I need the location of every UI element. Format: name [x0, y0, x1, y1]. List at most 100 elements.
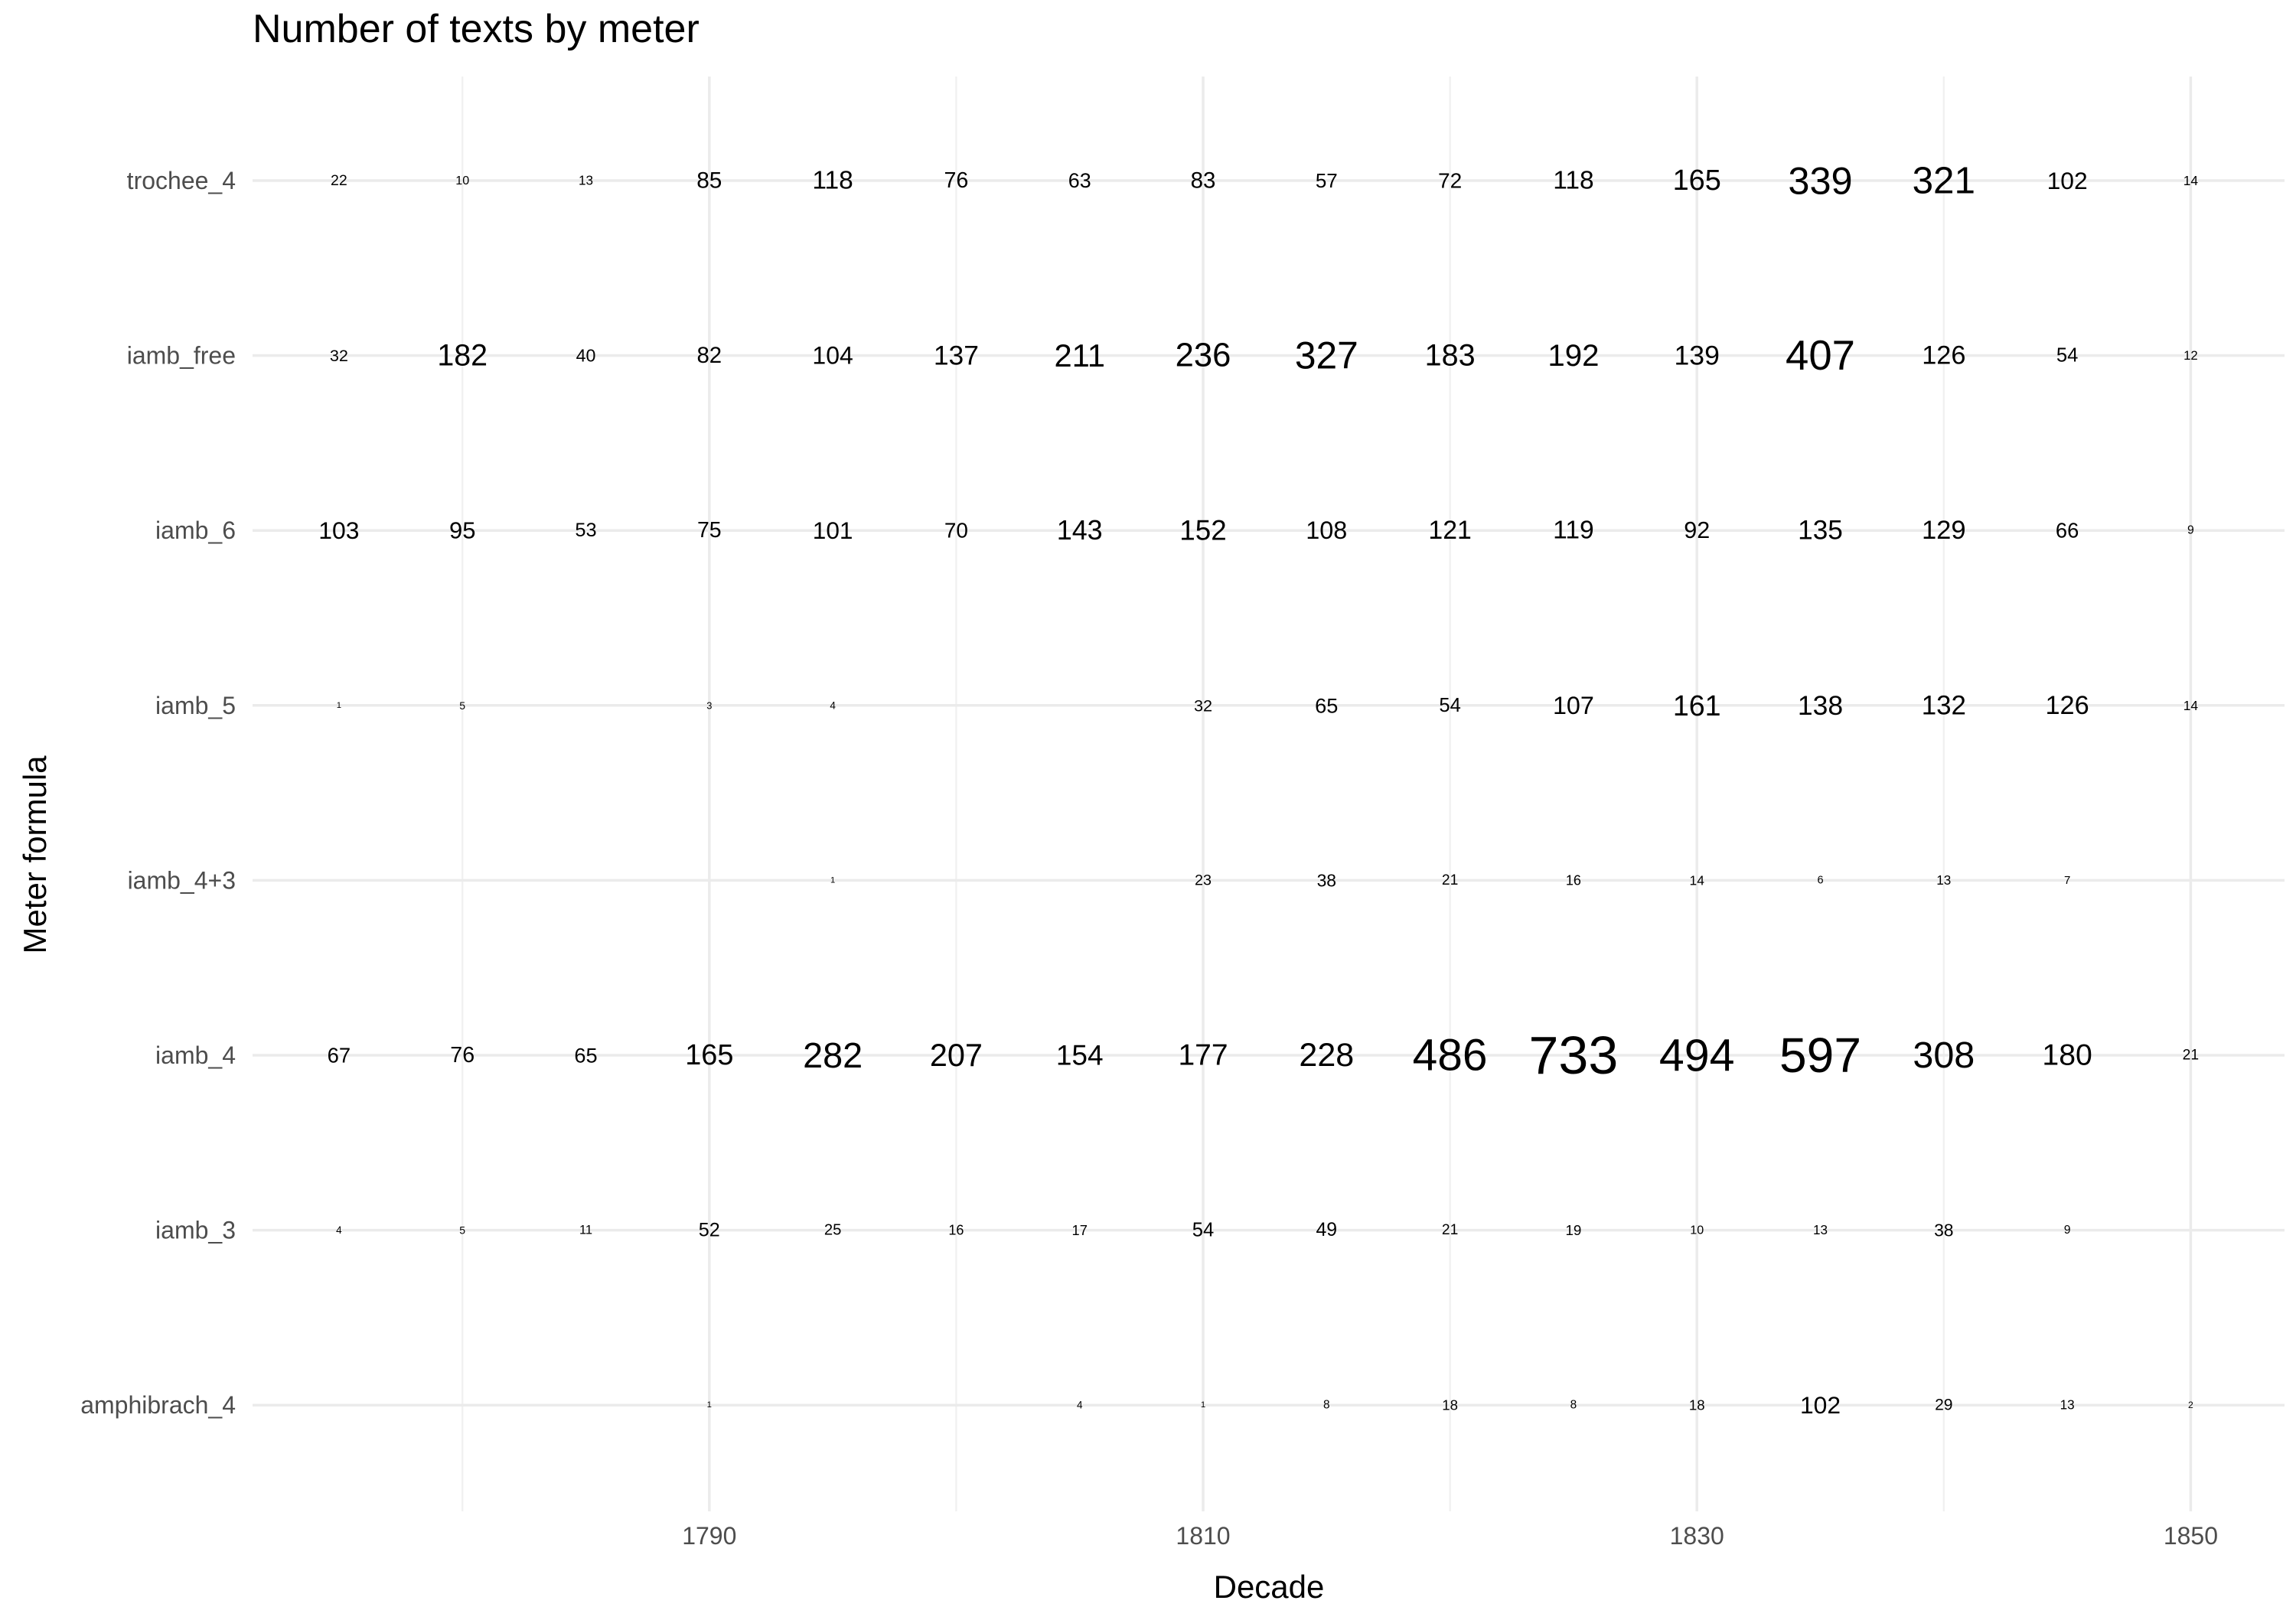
cell-value-label: 327 [1295, 334, 1358, 377]
cell-value-label: 143 [1057, 515, 1103, 546]
cell-value-label: 67 [328, 1044, 351, 1068]
chart-title: Number of texts by meter [253, 7, 700, 51]
cell-value-label: 118 [1553, 167, 1593, 195]
cell-value-label: 4 [830, 699, 836, 711]
cell-value-label: 21 [1442, 872, 1458, 888]
cell-value-label: 486 [1413, 1031, 1488, 1081]
cell-value-label: 95 [449, 517, 475, 544]
cell-value-label: 182 [437, 339, 488, 373]
grid-lines [253, 77, 2285, 1511]
cell-value-label: 10 [1690, 1224, 1704, 1237]
cell-value-label: 733 [1529, 1025, 1619, 1085]
cell-value-label: 494 [1659, 1030, 1735, 1081]
cell-value-label: 236 [1176, 337, 1231, 374]
cell-value-label: 76 [944, 168, 969, 193]
cell-value-label: 282 [803, 1035, 863, 1075]
cell-value-label: 339 [1788, 159, 1852, 203]
cell-value-label: 66 [2056, 519, 2079, 543]
cell-value-label: 6 [1817, 874, 1823, 886]
cell-value-label: 29 [1935, 1397, 1952, 1414]
cell-value-label: 9 [2064, 1224, 2071, 1237]
cell-value-label: 10 [455, 174, 469, 187]
cell-value-label: 183 [1425, 339, 1476, 373]
cell-value-label: 165 [1673, 165, 1721, 197]
cell-value-label: 165 [685, 1039, 733, 1071]
cell-value-label: 102 [1800, 1391, 1841, 1419]
cell-value-label: 65 [1315, 693, 1338, 717]
cell-value-label: 53 [575, 520, 596, 541]
x-tick-label: 1810 [1176, 1522, 1230, 1550]
cell-value-label: 63 [1068, 169, 1091, 192]
cell-value-label: 8 [1570, 1399, 1577, 1412]
cell-value-label: 82 [696, 343, 722, 368]
cell-value-label: 52 [699, 1220, 720, 1241]
cell-value-label: 22 [331, 172, 347, 189]
cell-value-label: 121 [1428, 516, 1471, 545]
cell-value-label: 104 [812, 342, 853, 370]
y-tick-label: iamb_6 [155, 517, 236, 544]
cell-value-label: 11 [579, 1224, 592, 1237]
y-tick-label: iamb_5 [155, 692, 236, 719]
y-tick-label: trochee_4 [127, 167, 236, 194]
cell-value-label: 49 [1316, 1220, 1338, 1240]
cell-value-label: 14 [1690, 872, 1705, 888]
cell-value-label: 92 [1684, 517, 1710, 543]
cell-value-label: 138 [1798, 690, 1843, 721]
y-axis-label: Meter formula [17, 755, 53, 954]
cell-value-label: 137 [934, 341, 979, 371]
cell-value-label: 75 [697, 518, 722, 543]
cell-value-label: 177 [1178, 1039, 1228, 1072]
y-tick-label: iamb_3 [155, 1217, 236, 1244]
x-tick-label: 1790 [682, 1522, 736, 1550]
cell-value-label: 8 [1323, 1399, 1330, 1412]
cell-value-label: 18 [1442, 1397, 1458, 1413]
cell-value-label: 4 [1077, 1400, 1083, 1411]
cell-value-label: 1 [707, 1400, 712, 1410]
x-axis-label: Decade [1213, 1569, 1325, 1605]
cell-value-label: 32 [330, 346, 348, 365]
cell-value-label: 308 [1913, 1035, 1975, 1076]
y-tick-label: amphibrach_4 [80, 1391, 236, 1419]
cell-value-label: 76 [450, 1043, 475, 1068]
cell-value-label: 597 [1779, 1028, 1861, 1083]
cell-value-label: 108 [1306, 517, 1347, 544]
cell-value-label: 2 [2188, 1400, 2193, 1410]
cell-value-label: 13 [2060, 1398, 2075, 1413]
cell-value-label: 72 [1438, 169, 1462, 193]
cell-value-label: 19 [1565, 1222, 1581, 1238]
cell-value-label: 192 [1548, 338, 1599, 373]
cell-value-label: 211 [1054, 337, 1104, 373]
cell-value-label: 21 [2183, 1048, 2199, 1064]
y-tick-label: iamb_4+3 [128, 866, 236, 894]
cell-value-label: 13 [1813, 1223, 1828, 1237]
cell-value-label: 5 [459, 699, 465, 712]
cell-value-label: 135 [1798, 516, 1843, 546]
cell-value-label: 1 [337, 701, 341, 710]
cell-value-label: 1 [1201, 1400, 1205, 1410]
cell-value-label: 32 [1194, 696, 1212, 715]
cell-value-label: 12 [2183, 348, 2198, 363]
cell-value-label: 85 [696, 168, 722, 194]
cell-value-label: 54 [1192, 1220, 1214, 1241]
cell-value-label: 54 [1439, 695, 1460, 716]
cell-value-label: 23 [1195, 872, 1212, 888]
y-axis-ticks: trochee_4 iamb_free iamb_6 iamb_5 iamb_4+3ia… [80, 167, 236, 1419]
cell-value-label: 7 [2064, 874, 2070, 887]
cell-value-label: 18 [1689, 1397, 1705, 1413]
cell-value-label: 161 [1673, 689, 1721, 722]
cell-value-label: 228 [1299, 1037, 1354, 1074]
cell-value-label: 132 [1922, 690, 1966, 720]
cell-value-label: 14 [2183, 698, 2199, 713]
cell-value-label: 70 [944, 519, 968, 543]
cell-value-label: 129 [1922, 516, 1966, 545]
cell-value-label: 9 [2187, 524, 2194, 537]
cell-value-label: 139 [1675, 341, 1720, 371]
cell-value-label: 126 [1922, 341, 1965, 370]
cell-value-label: 13 [1936, 873, 1951, 888]
cell-value-label: 126 [2045, 691, 2089, 720]
cell-value-label: 83 [1191, 168, 1216, 194]
cell-value-label: 118 [812, 167, 853, 195]
y-tick-label: iamb_free [127, 342, 236, 370]
x-axis-ticks: 1790 1810 1830 1850 [682, 1522, 2218, 1550]
